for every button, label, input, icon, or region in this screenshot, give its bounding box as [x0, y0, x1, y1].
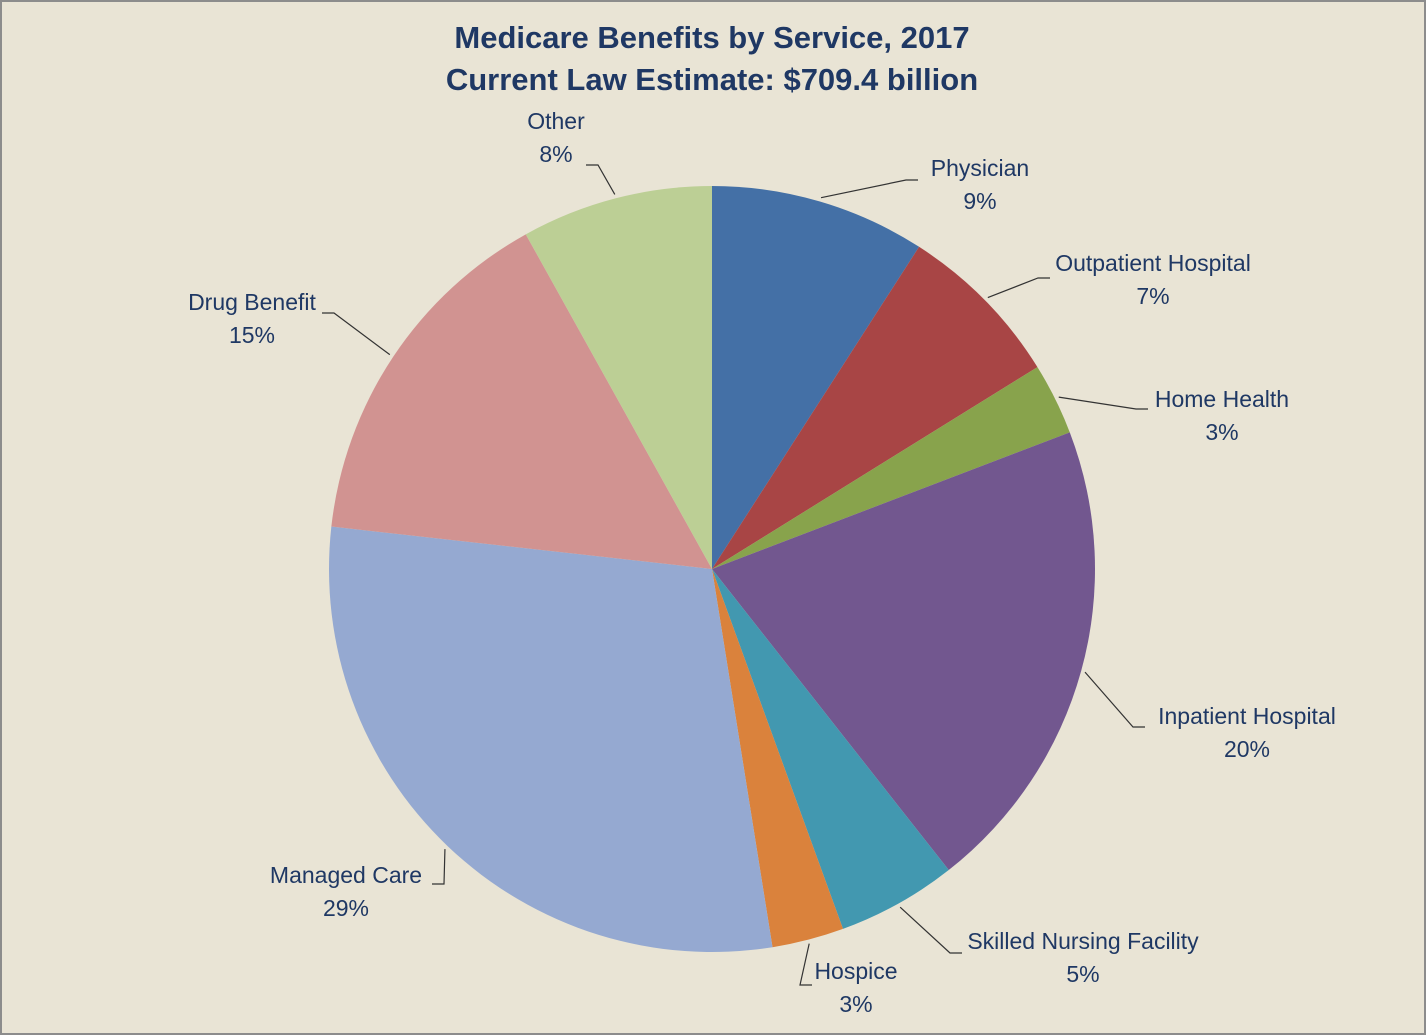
slice-value-label: 8% [539, 141, 572, 167]
leader-line [1058, 396, 1148, 410]
pie-slice [525, 186, 712, 569]
slice-label: Hospice [814, 958, 897, 984]
slice-value-label: 9% [963, 188, 996, 214]
leader-line [432, 849, 446, 885]
leader-line [322, 312, 391, 356]
slice-value-label: 29% [323, 895, 369, 921]
chart-title: Medicare Benefits by Service, 2017 [454, 20, 969, 55]
slice-label: Skilled Nursing Facility [967, 928, 1199, 954]
leader-line [899, 906, 962, 954]
slice-value-label: 15% [229, 322, 275, 348]
pie-slice [712, 432, 1095, 871]
pie-slice [331, 234, 712, 570]
leader-line [1084, 671, 1145, 728]
pie-slice [712, 367, 1070, 569]
leader-line [820, 179, 918, 199]
slice-label: Home Health [1155, 386, 1289, 412]
slice-label: Physician [931, 155, 1029, 181]
leader-line [987, 277, 1050, 299]
pie-slice [712, 246, 1038, 569]
slice-value-label: 3% [1205, 419, 1238, 445]
slice-label: Drug Benefit [188, 289, 316, 315]
chart-subtitle: Current Law Estimate: $709.4 billion [446, 62, 978, 97]
slice-label: Inpatient Hospital [1158, 703, 1336, 729]
slice-label: Outpatient Hospital [1055, 250, 1251, 276]
leader-line [586, 164, 616, 195]
slice-label: Other [527, 108, 585, 134]
pie-slice [712, 186, 920, 569]
slice-value-label: 7% [1136, 283, 1169, 309]
slice-value-label: 5% [1066, 961, 1099, 987]
slice-label: Managed Care [270, 862, 422, 888]
pie-slice [712, 569, 843, 948]
slice-value-label: 20% [1224, 736, 1270, 762]
pie-slice [712, 569, 949, 929]
leader-line [799, 943, 812, 986]
slice-value-label: 3% [839, 991, 872, 1017]
pie-slice [329, 526, 773, 952]
